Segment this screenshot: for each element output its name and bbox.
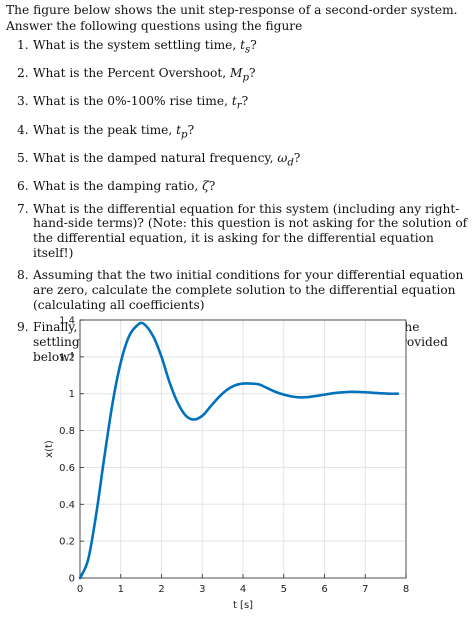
y-tick-label: 0 <box>69 574 75 585</box>
x-tick-label: 3 <box>199 584 205 595</box>
x-tick-label: 7 <box>362 584 368 595</box>
question-number: 2. <box>17 66 29 81</box>
question-item: 4. What is the peak time, tp? <box>0 123 474 143</box>
question-text: What is the damped natural frequency, <box>33 150 278 165</box>
intro-text: The figure below shows the unit step-res… <box>6 3 458 33</box>
question-symbol: ω <box>277 150 288 165</box>
question-end: ? <box>293 150 301 165</box>
question-text: Assuming that the two initial conditions… <box>33 268 464 312</box>
x-tick-label: 8 <box>403 584 409 595</box>
question-symbol: M <box>229 66 243 81</box>
y-tick-label: 1.2 <box>59 352 75 363</box>
question-number: 8. <box>17 268 29 283</box>
question-item: 2. What is the Percent Overshoot, Mp? <box>0 66 474 86</box>
question-number: 5. <box>17 150 29 165</box>
step-response-chart: 0 1 2 3 4 5 6 7 8 0 0.2 0.4 0.6 0.8 1 1.2 1.4 t [s] x(t) <box>44 316 409 612</box>
question-symbol: ζ <box>202 179 209 194</box>
question-subscript: s <box>245 44 251 56</box>
question-number: 4. <box>17 122 29 137</box>
question-subscript: p <box>181 129 188 141</box>
y-tick-label: 0.2 <box>59 537 75 548</box>
question-subscript: d <box>287 157 294 169</box>
question-end: ? <box>248 66 256 81</box>
question-item: 1. What is the system settling time, ts? <box>0 38 474 58</box>
x-axis-label: t [s] <box>233 600 253 611</box>
y-tick-label: 1.4 <box>59 316 75 327</box>
question-end: ? <box>208 179 216 194</box>
y-axis-label: x(t) <box>44 440 55 458</box>
question-text: What is the 0%-100% rise time, <box>33 94 232 109</box>
question-text: What is the Percent Overshoot, <box>33 66 230 81</box>
question-text: What is the system settling time, <box>33 38 241 52</box>
y-tick-label: 0.6 <box>59 463 75 474</box>
response-curve <box>78 321 400 580</box>
question-text: What is the damping ratio, <box>33 179 203 194</box>
question-symbol: t <box>231 94 237 109</box>
x-tick-label: 2 <box>158 584 164 595</box>
x-tick-label: 0 <box>77 584 83 595</box>
x-tick-label: 6 <box>321 584 327 595</box>
question-item: 6. What is the damping ratio, ζ? <box>0 179 474 194</box>
question-text: What is the differential equation for th… <box>33 201 468 260</box>
question-item: 8. Assuming that the two initial conditio… <box>0 268 474 312</box>
question-end: ? <box>187 122 195 137</box>
question-item: 3. What is the 0%-100% rise time, tr? <box>0 94 474 114</box>
question-item: 5. What is the damped natural frequency, … <box>0 151 474 171</box>
y-tick-label: 0.8 <box>59 426 75 437</box>
x-tick-label: 1 <box>118 584 124 595</box>
question-subscript: r <box>236 100 242 112</box>
x-tick-label: 5 <box>281 584 287 595</box>
y-tick-label: 0.4 <box>59 500 75 511</box>
question-number: 1. <box>17 38 29 52</box>
question-subscript: p <box>242 72 249 84</box>
question-end: ? <box>241 94 249 109</box>
x-tick-label: 4 <box>240 584 246 595</box>
y-tick-label: 1 <box>69 389 75 400</box>
question-symbol: t <box>176 122 182 137</box>
question-number: 3. <box>17 94 29 109</box>
question-number: 9. <box>17 320 29 335</box>
question-number: 6. <box>17 179 29 194</box>
question-item: 7. What is the differential equation for … <box>0 202 474 260</box>
question-number: 7. <box>17 201 29 216</box>
question-text: What is the peak time, <box>33 122 177 137</box>
question-symbol: t <box>240 38 246 52</box>
question-end: ? <box>250 38 257 52</box>
